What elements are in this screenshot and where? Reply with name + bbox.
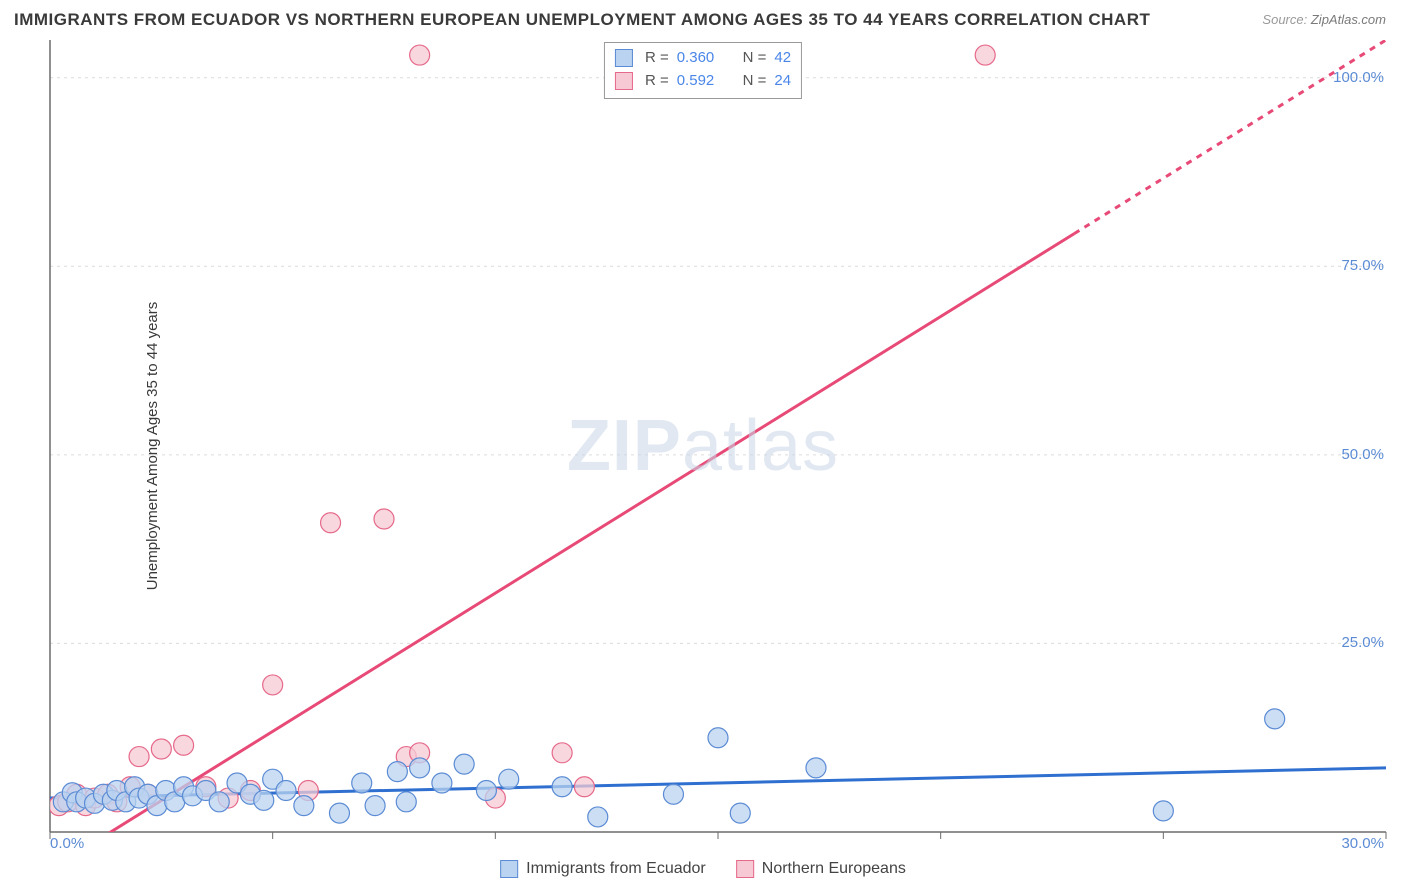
r-value-ecuador: 0.360 bbox=[677, 47, 715, 70]
series-legend: Immigrants from Ecuador Northern Europea… bbox=[500, 860, 906, 878]
r-value-northern: 0.592 bbox=[677, 70, 715, 93]
legend-swatch-northern bbox=[615, 72, 633, 90]
n-value-ecuador: 42 bbox=[774, 47, 791, 70]
r-label: R = bbox=[645, 47, 669, 70]
n-label: N = bbox=[743, 70, 767, 93]
legend-item-northern: Northern Europeans bbox=[736, 860, 906, 878]
legend-swatch-ecuador bbox=[500, 860, 518, 878]
r-label: R = bbox=[645, 70, 669, 93]
y-tick-25: 25.0% bbox=[1341, 634, 1384, 651]
legend-label-northern: Northern Europeans bbox=[762, 860, 906, 878]
y-tick-100: 100.0% bbox=[1333, 69, 1384, 86]
correlation-legend: R = 0.360 N = 42 R = 0.592 N = 24 bbox=[604, 42, 802, 99]
n-label: N = bbox=[743, 47, 767, 70]
y-tick-75: 75.0% bbox=[1341, 257, 1384, 274]
legend-swatch-northern bbox=[736, 860, 754, 878]
legend-row-ecuador: R = 0.360 N = 42 bbox=[615, 47, 791, 70]
legend-label-ecuador: Immigrants from Ecuador bbox=[526, 860, 706, 878]
legend-row-northern: R = 0.592 N = 24 bbox=[615, 70, 791, 93]
x-tick-max: 30.0% bbox=[1341, 835, 1384, 852]
scatter-chart bbox=[0, 0, 1406, 892]
n-value-northern: 24 bbox=[774, 70, 791, 93]
legend-swatch-ecuador bbox=[615, 49, 633, 67]
legend-item-ecuador: Immigrants from Ecuador bbox=[500, 860, 706, 878]
y-tick-50: 50.0% bbox=[1341, 446, 1384, 463]
x-tick-min: 0.0% bbox=[50, 835, 84, 852]
